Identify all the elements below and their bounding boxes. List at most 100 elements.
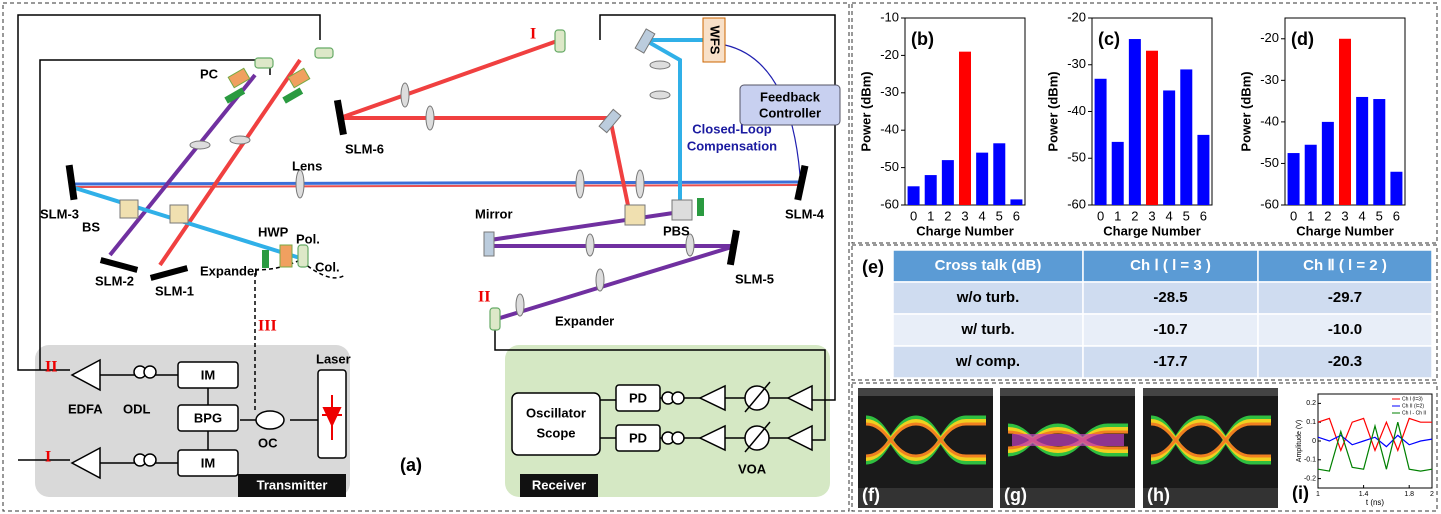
- label: PC: [200, 66, 219, 81]
- beam-splitter: [119, 199, 139, 219]
- bar: [976, 152, 989, 205]
- polarizer: [227, 67, 251, 89]
- scope-toolbar: [1143, 388, 1278, 396]
- table-text: -29.7: [1328, 289, 1362, 306]
- y-axis-label: Amplitude (V): [1296, 420, 1303, 462]
- table-header: Cross talk (dB): [935, 257, 1042, 274]
- lens: [649, 60, 671, 70]
- lens: [515, 293, 525, 317]
- slm: [149, 265, 189, 281]
- odl: [143, 365, 157, 379]
- bar: [993, 143, 1006, 205]
- label: OC: [258, 435, 278, 450]
- table-cell: [892, 281, 1084, 315]
- scope-toolbar: [858, 388, 993, 396]
- panel-label: (g): [1004, 485, 1027, 505]
- y-tick-label: -60: [1067, 196, 1086, 211]
- y-tick-label: 0.2: [1306, 400, 1316, 407]
- bar: [1010, 199, 1023, 205]
- lens: [595, 268, 605, 292]
- scope-footer: [1000, 488, 1135, 508]
- label: SLM-5: [735, 271, 774, 286]
- label: Receiver: [532, 477, 586, 492]
- y-tick-label: -40: [1067, 103, 1086, 118]
- label: EDFA: [68, 401, 103, 416]
- x-tick-label: 3: [961, 208, 968, 223]
- label: PD: [629, 390, 647, 405]
- hwp: [262, 250, 269, 268]
- bar: [1094, 78, 1107, 205]
- x-tick-label: 2: [1131, 208, 1138, 223]
- table-header: Ch Ⅱ ( l = 2 ): [1303, 257, 1387, 274]
- x-tick-label: 5: [996, 208, 1003, 223]
- fiber: [599, 14, 836, 401]
- slm: [726, 229, 740, 266]
- odl: [671, 391, 685, 405]
- polarizer: [279, 244, 293, 268]
- x-tick-label: 1: [1114, 208, 1121, 223]
- attenuator-arrow: [744, 381, 771, 453]
- label: IM: [201, 455, 215, 470]
- x-axis-label: Charge Number: [1296, 223, 1394, 238]
- modulator: [177, 361, 239, 389]
- chart-title: (b): [911, 29, 934, 49]
- label: PBS: [663, 223, 690, 238]
- x-tick-label: 5: [1376, 208, 1383, 223]
- fiber: [100, 374, 318, 464]
- diagram-labels: PC SLM-6 Lens SLM-3 BS SLM-2 SLM-1 HWP P…: [40, 26, 825, 493]
- transmitter-tag: [238, 474, 346, 497]
- y-tick-label: -0.1: [1304, 457, 1316, 464]
- x-tick-label: 1.4: [1359, 491, 1369, 498]
- label: WFS: [708, 26, 723, 55]
- label: Feedback: [760, 89, 821, 104]
- label: Controller: [759, 105, 821, 120]
- hwp: [224, 87, 246, 104]
- y-tick-label: -30: [1067, 56, 1086, 71]
- label: SLM-4: [785, 206, 825, 221]
- y-tick-label: -60: [880, 196, 899, 211]
- x-tick-label: 2: [1430, 491, 1434, 498]
- label: Transmitter: [257, 477, 328, 492]
- amplifier: [70, 358, 101, 392]
- receiver-box: [505, 345, 830, 497]
- pbs: [671, 199, 693, 221]
- bar: [1146, 50, 1158, 205]
- slm: [65, 164, 78, 201]
- y-tick-label: -20: [1260, 30, 1279, 45]
- collimator: [297, 244, 309, 268]
- bar: [1128, 39, 1141, 205]
- bar: [1390, 171, 1403, 205]
- bar: [1197, 134, 1210, 205]
- label: Lens: [292, 158, 322, 173]
- label: Pol.: [296, 231, 320, 246]
- y-tick-label: -50: [1067, 150, 1086, 165]
- collimator: [489, 307, 501, 331]
- line: [1317, 417, 1432, 453]
- table-cell: [1257, 345, 1433, 379]
- x-tick-label: 1: [1316, 491, 1320, 498]
- beam: [339, 38, 632, 216]
- x-tick-label: 5: [1183, 208, 1190, 223]
- odl: [143, 453, 157, 467]
- y-tick-label: -40: [880, 122, 899, 137]
- panel-frame: [851, 382, 1438, 512]
- table-text: -20.3: [1328, 353, 1362, 370]
- x-tick-label: 0: [1290, 208, 1297, 223]
- beam: [158, 58, 302, 267]
- line: [1317, 434, 1433, 448]
- lens: [635, 169, 645, 199]
- x-tick-label: 1: [927, 208, 934, 223]
- slm: [794, 164, 809, 201]
- polarizer: [287, 67, 311, 89]
- table-text: -17.7: [1153, 353, 1187, 370]
- bar: [1180, 69, 1193, 205]
- beam-label: II: [478, 289, 490, 306]
- table-cell: [1082, 345, 1259, 379]
- panel-frame: [851, 2, 1438, 244]
- lens: [229, 135, 251, 145]
- fiber: [17, 14, 321, 371]
- collimator: [314, 47, 334, 59]
- bar: [1356, 96, 1369, 205]
- lens: [295, 169, 305, 199]
